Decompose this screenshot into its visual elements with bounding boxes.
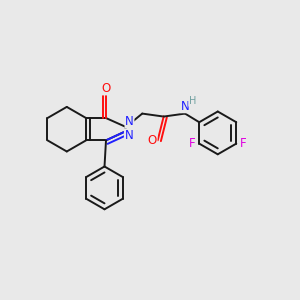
Text: N: N bbox=[125, 115, 134, 128]
Text: N: N bbox=[124, 129, 133, 142]
Text: N: N bbox=[181, 100, 189, 113]
Text: O: O bbox=[101, 82, 111, 95]
Text: F: F bbox=[189, 137, 196, 150]
Text: F: F bbox=[239, 137, 246, 150]
Text: O: O bbox=[148, 134, 157, 147]
Text: H: H bbox=[189, 96, 196, 106]
